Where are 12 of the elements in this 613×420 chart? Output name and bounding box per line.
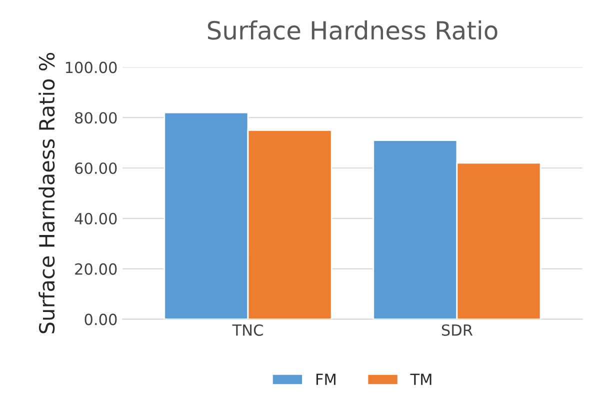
- chart-title: Surface Hardness Ratio: [208, 20, 498, 40]
- x-tick-label: TNC: [232, 324, 263, 336]
- y-tick-label: 20.00: [75, 263, 117, 275]
- y-axis-title: Surface Harndaess Ratio %: [38, 52, 55, 334]
- x-tick-label: SDR: [442, 324, 473, 336]
- y-tick-label: 100.00: [66, 62, 117, 74]
- y-tick-label: 60.00: [75, 162, 117, 174]
- legend-label: FM: [316, 374, 336, 385]
- y-tick-label: 80.00: [75, 112, 117, 124]
- y-tick-label: 0.00: [84, 314, 117, 326]
- legend-label: TM: [410, 374, 432, 385]
- y-tick-label: 40.00: [74, 212, 117, 224]
